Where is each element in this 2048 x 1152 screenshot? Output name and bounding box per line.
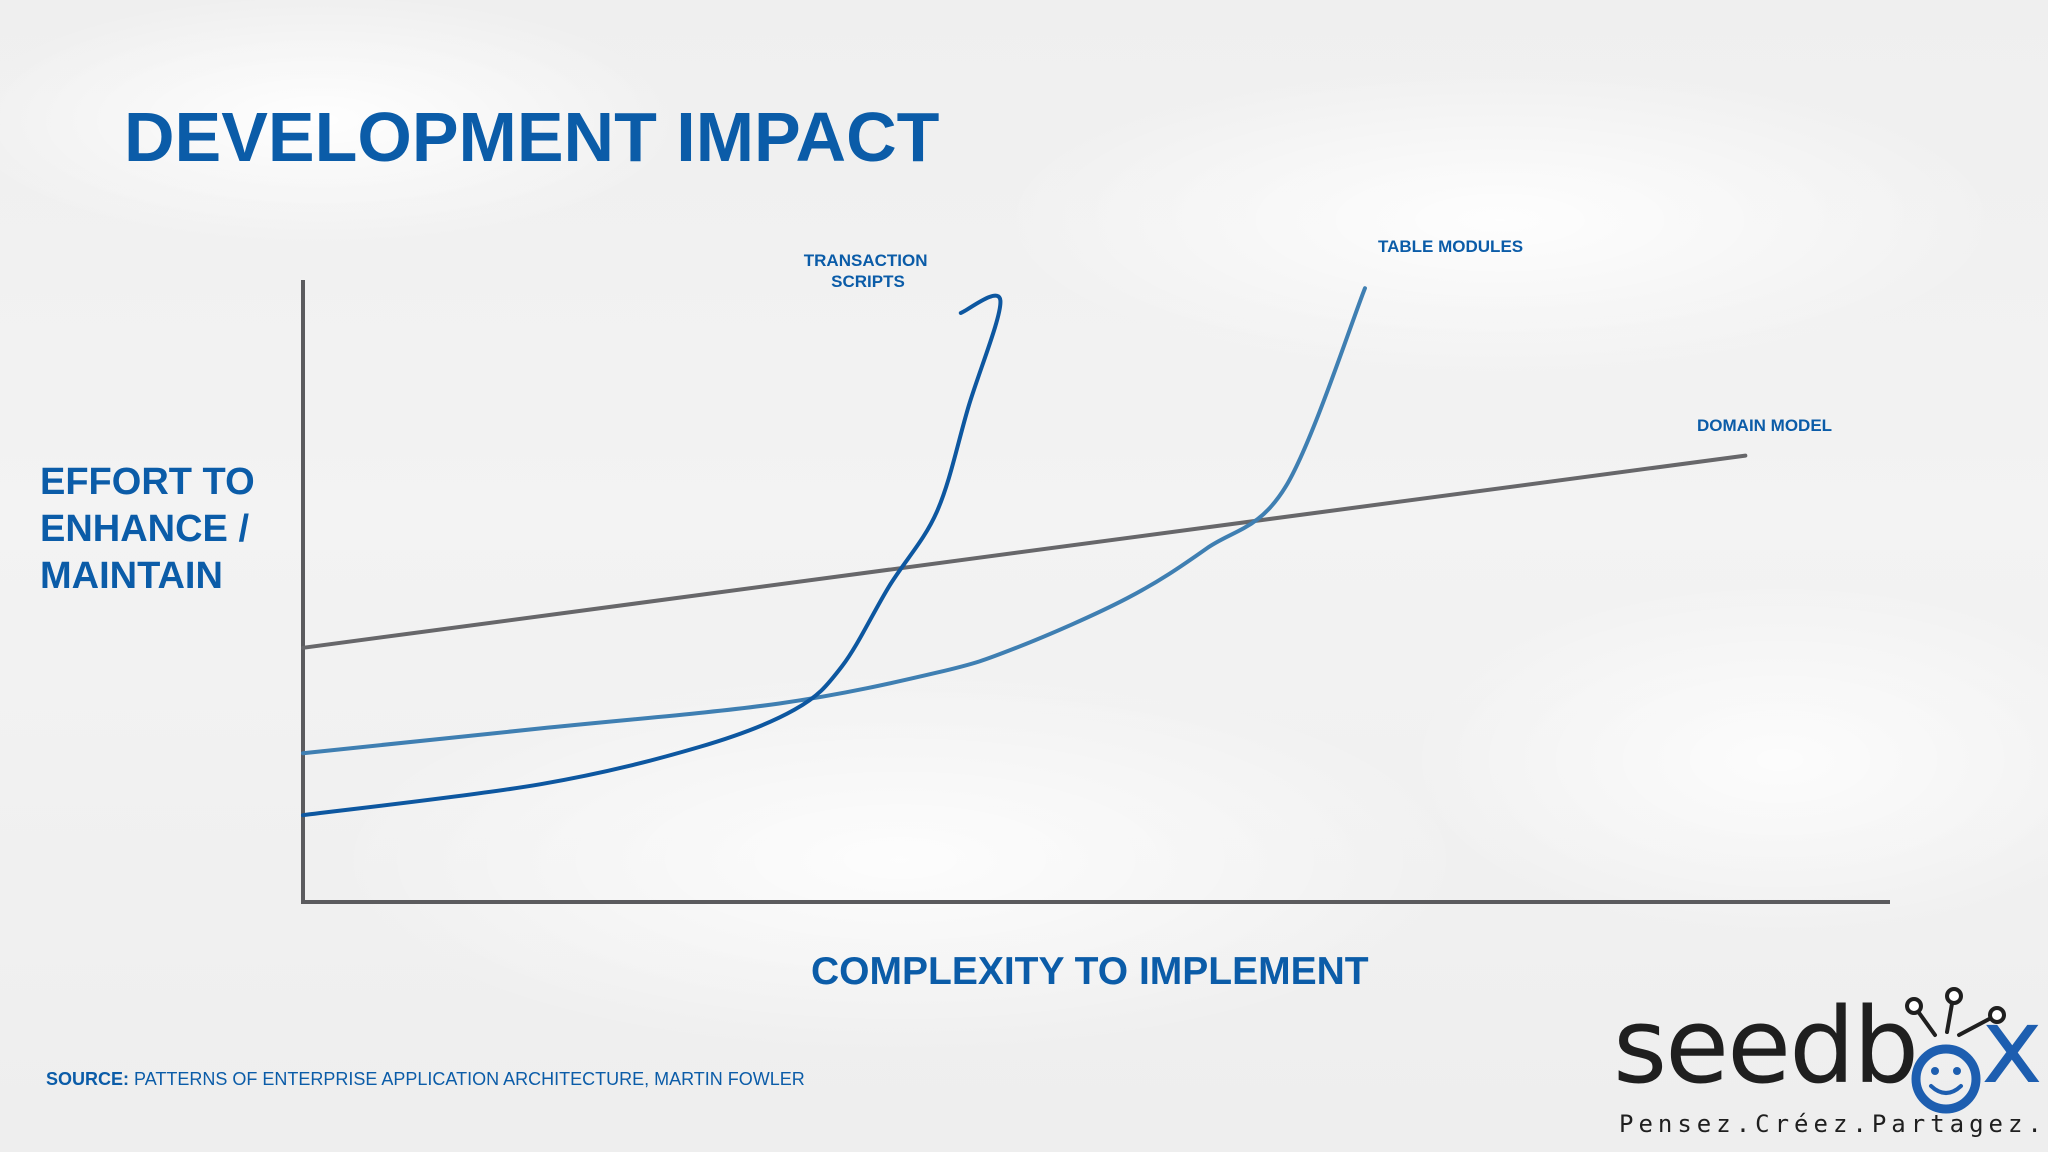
x-axis-label: COMPLEXITY TO IMPLEMENT <box>811 950 1369 993</box>
logo-smiley-icon <box>1911 1044 1981 1114</box>
source-label: SOURCE: <box>46 1069 130 1089</box>
series-label-domain-model: DOMAIN MODEL <box>1697 416 1832 435</box>
logo-wordmark-accent: x <box>1981 985 2043 1107</box>
series-line-table-modules <box>301 286 1367 756</box>
logo-antenna-icon <box>1905 987 2006 1114</box>
seedbox-logo: seedb x Pensez.Créez.Partagez. <box>1613 987 2048 1152</box>
y-axis-label: EFFORT TO ENHANCE / MAINTAIN <box>40 459 255 600</box>
chart-axes <box>301 280 1890 904</box>
series-line-domain-model <box>301 453 1748 650</box>
series-labels: TRANSACTION SCRIPTS TABLE MODULES DOMAIN… <box>804 237 1832 435</box>
chart-series-layer <box>301 286 1748 818</box>
logo-tagline: Pensez.Créez.Partagez. <box>1619 1110 2047 1138</box>
y-axis-label-line-1: EFFORT TO <box>40 461 255 503</box>
series-label-table-modules: TABLE MODULES <box>1378 237 1523 256</box>
series-label-transaction-scripts-line-2: SCRIPTS <box>831 272 905 291</box>
y-axis-label-line-2: ENHANCE / <box>40 508 250 550</box>
series-label-transaction-scripts-line-1: TRANSACTION <box>804 251 928 270</box>
page-title: DEVELOPMENT IMPACT <box>124 98 940 176</box>
source-text: PATTERNS OF ENTERPRISE APPLICATION ARCHI… <box>134 1069 805 1089</box>
series-label-transaction-scripts: TRANSACTION SCRIPTS <box>804 251 932 291</box>
logo-wordmark-main: seedb <box>1613 985 1919 1107</box>
source-note: SOURCE: PATTERNS OF ENTERPRISE APPLICATI… <box>46 1070 805 1088</box>
y-axis-label-line-3: MAINTAIN <box>40 555 223 597</box>
series-line-transaction-scripts <box>301 293 1003 818</box>
logo-wordmark: seedb x <box>1613 994 2043 1098</box>
